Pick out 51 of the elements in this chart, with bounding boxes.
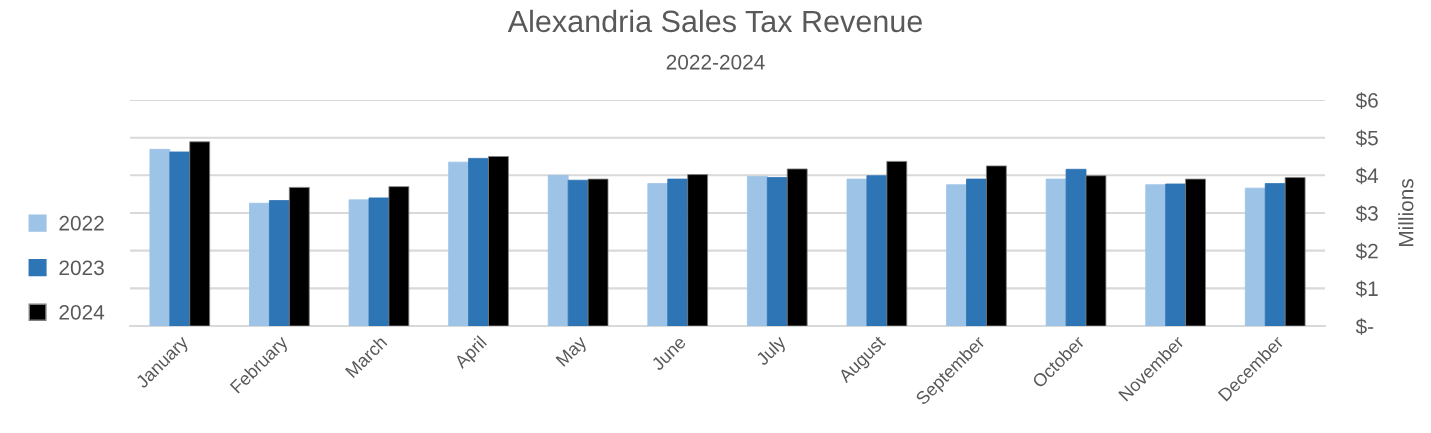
bar [1145,184,1167,326]
bar [786,168,808,326]
bar [766,177,788,326]
bar [966,178,987,326]
bar [1085,175,1107,326]
y-tick-label: $5 [1355,129,1378,147]
bar [368,197,390,326]
bar [1244,187,1266,326]
y-tick-label: $- [1355,318,1374,335]
bar [946,184,967,326]
bar [886,160,908,326]
bar [986,165,1007,326]
y-tick-label: $1 [1355,280,1378,298]
bar [348,199,370,326]
bar [488,156,509,326]
bar [567,179,589,326]
bar [1065,168,1087,326]
y-tick-label: $6 [1355,92,1378,109]
bar [1284,177,1306,326]
bar [647,183,669,326]
bar [1264,183,1286,326]
chart-subtitle: 2022-2024 [666,54,765,70]
bar [169,151,191,326]
y-tick-label: $4 [1355,167,1379,185]
bar [1165,183,1186,326]
bar [468,157,489,326]
y-axis-title: Millions [1398,179,1414,247]
bar [448,161,469,326]
bar [747,176,768,326]
bar [687,174,708,326]
bar [269,200,290,326]
y-tick-label: $2 [1355,242,1378,260]
chart-title: Alexandria Sales Tax Revenue [507,9,922,33]
x-tick-label: July [754,334,790,369]
bar [1045,178,1067,326]
legend-label: 2023 [59,260,104,276]
bar [547,174,569,326]
bar [388,186,410,326]
bar [667,178,689,326]
x-tick-label: May [555,334,590,370]
legend-label: 2022 [59,215,104,231]
bar [189,141,211,326]
bar [249,202,270,326]
bar [866,175,888,326]
bar [846,178,868,326]
bar [587,178,609,326]
bar [1185,178,1206,326]
bar [288,186,310,326]
legend-label: 2024 [59,304,105,320]
y-tick-label: $3 [1355,205,1378,222]
bar [149,148,171,326]
